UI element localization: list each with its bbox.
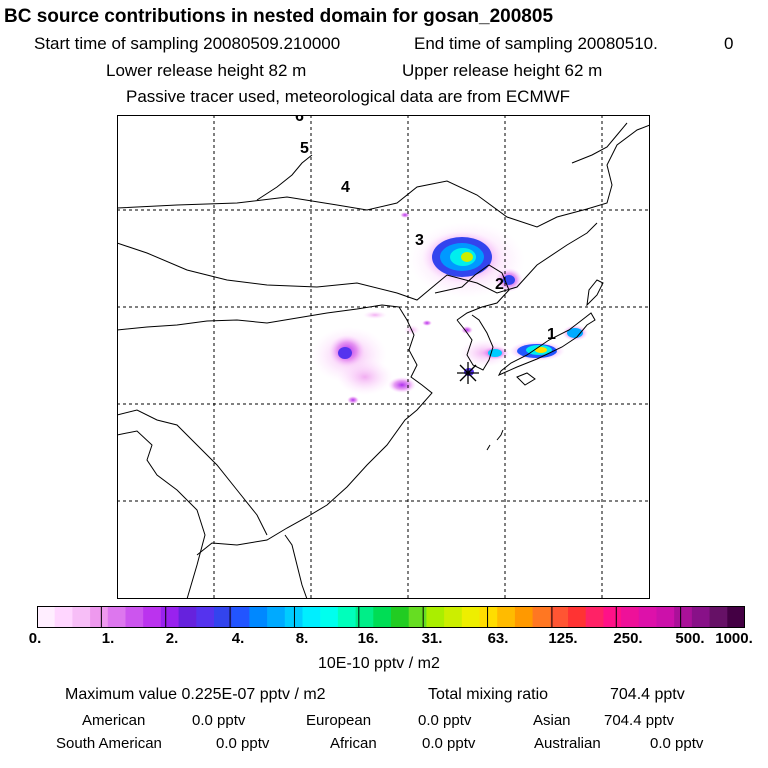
colorbar-tick: 0. [28, 630, 42, 647]
colorbar-swatch [337, 606, 357, 628]
colorbar-swatch [709, 606, 728, 628]
marker-3: 3 [415, 232, 424, 249]
marker-6: 6 [295, 115, 304, 125]
colorbar-swatch [638, 606, 657, 628]
colorbar-tick: 4. [231, 630, 245, 647]
colorbar-swatch [497, 606, 516, 628]
region-name: Asian [533, 712, 571, 729]
region-name: African [330, 735, 377, 752]
marker-4: 4 [341, 179, 350, 196]
colorbar [37, 606, 745, 628]
colorbar-tick: 16. [357, 630, 379, 647]
colorbar-swatch [196, 606, 215, 628]
colorbar-units: 10E-10 pptv / m2 [318, 655, 440, 672]
colorbar-swatch [656, 606, 675, 628]
colorbar-swatch [125, 606, 144, 628]
marker-1: 1 [547, 326, 556, 343]
colorbar-tick: 2. [165, 630, 179, 647]
coastlines [117, 122, 650, 599]
region-value: 704.4 pptv [604, 712, 675, 729]
colorbar-swatch [37, 606, 56, 628]
colorbar-swatch [603, 606, 622, 628]
plot-title: BC source contributions in nested domain… [4, 6, 554, 27]
colorbar-swatch [249, 606, 268, 628]
colorbar-swatch [691, 606, 711, 628]
end-time-value: 0 [724, 34, 734, 53]
colorbar-swatch [214, 606, 233, 628]
colorbar-swatch [674, 606, 693, 628]
total-mixing-ratio-label: Total mixing ratio [428, 686, 549, 703]
region-value: 0.0 pptv [216, 735, 270, 752]
region-name: Australian [534, 735, 601, 752]
colorbar-tick: 1. [101, 630, 115, 647]
colorbar-swatch [160, 606, 180, 628]
colorbar-swatch [532, 606, 551, 628]
lower-release-height: Lower release height 82 m [106, 61, 307, 80]
total-mixing-ratio-value: 704.4 pptv [610, 686, 685, 703]
region-name: South American [56, 735, 162, 752]
plume-china [311, 311, 420, 404]
colorbar-swatch [408, 606, 427, 628]
colorbar-swatch [444, 606, 463, 628]
colorbar-swatch [284, 606, 303, 628]
colorbar-swatch [54, 606, 73, 628]
colorbar-swatch [461, 606, 480, 628]
colorbar-swatch [373, 606, 392, 628]
colorbar-swatch [727, 606, 745, 628]
upper-release-height: Upper release height 62 m [402, 61, 603, 80]
colorbar-swatch [391, 606, 410, 628]
region-value: 0.0 pptv [422, 735, 476, 752]
colorbar-swatch [107, 606, 126, 628]
colorbar-swatch [550, 606, 569, 628]
colorbar-swatch [231, 606, 250, 628]
colorbar-swatch [320, 606, 339, 628]
region-name: American [82, 712, 146, 729]
colorbar-swatch [426, 606, 445, 628]
colorbar-swatch [585, 606, 604, 628]
colorbar-swatch [621, 606, 640, 628]
start-time-label: Start time of sampling 20080509.210000 [34, 34, 341, 53]
colorbar-swatch [302, 606, 321, 628]
colorbar-swatch [178, 606, 197, 628]
colorbar-tick: 500. [675, 630, 705, 647]
colorbar-swatch [355, 606, 374, 628]
marker-2: 2 [495, 276, 504, 293]
colorbar-tick: 1000. [715, 630, 753, 647]
colorbar-tick: 8. [295, 630, 309, 647]
end-time-label: End time of sampling 20080510. [414, 34, 658, 53]
colorbar-swatch [143, 606, 162, 628]
colorbar-swatch [568, 606, 587, 628]
colorbar-tick: 63. [487, 630, 509, 647]
grid-lines [117, 115, 650, 599]
colorbar-tick: 31. [421, 630, 443, 647]
tracer-info: Passive tracer used, meteorological data… [126, 87, 571, 106]
colorbar-tick: 125. [548, 630, 578, 647]
colorbar-swatch [90, 606, 109, 628]
colorbar-swatch [514, 606, 534, 628]
region-name: European [306, 712, 372, 729]
receptor-star-icon [457, 362, 479, 384]
colorbar-tick: 250. [613, 630, 643, 647]
colorbar-swatch [267, 606, 286, 628]
plume-manchuria [400, 212, 525, 298]
region-value: 0.0 pptv [650, 735, 704, 752]
map-panel: 1 2 3 4 5 6 [117, 115, 650, 599]
colorbar-swatch [479, 606, 498, 628]
maximum-value: Maximum value 0.225E-07 pptv / m2 [65, 686, 326, 703]
marker-5: 5 [300, 140, 309, 157]
source-markers: 1 2 3 4 5 6 [295, 115, 556, 343]
region-value: 0.0 pptv [192, 712, 246, 729]
colorbar-swatch [72, 606, 91, 628]
region-value: 0.0 pptv [418, 712, 472, 729]
